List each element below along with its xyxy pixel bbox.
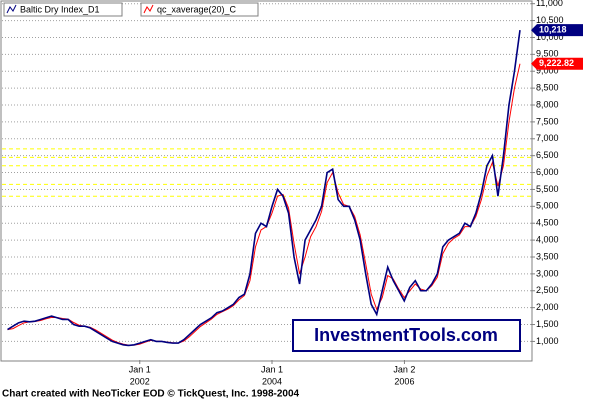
series-line	[7, 63, 521, 346]
y-tick-label: 10,000	[536, 32, 564, 42]
plot-area	[0, 0, 533, 362]
y-tick-label: 8,500	[536, 82, 559, 92]
legend-box	[140, 2, 259, 17]
x-tick-label: 2002	[130, 376, 150, 386]
y-tick-label: 10,500	[536, 15, 564, 25]
y-tick-label: 9,000	[536, 66, 559, 76]
y-tick-label: 3,500	[536, 251, 559, 261]
last-value-marker	[531, 57, 583, 70]
last-value-tag: 9,222.82	[531, 57, 583, 70]
legend-icon	[6, 4, 17, 14]
y-tick-label: 7,500	[536, 116, 559, 126]
y-tick-label: 2,000	[536, 302, 559, 312]
y-tick-label: 5,500	[536, 184, 559, 194]
y-tick-label: 1,500	[536, 319, 559, 329]
last-value-label: 10,218	[539, 24, 567, 34]
x-tick-label: Jan 1	[261, 364, 283, 374]
y-tick-label: 11,000	[536, 0, 563, 8]
y-tick-label: 6,000	[536, 167, 559, 177]
y-tick-label: 2,500	[536, 285, 559, 295]
x-tick-label: Jan 1	[129, 364, 151, 374]
legend-label: Baltic Dry Index_D1	[20, 4, 100, 14]
watermark-box	[292, 319, 521, 352]
last-value-label: 9,222.82	[539, 58, 574, 68]
legend-box	[3, 2, 123, 17]
y-tick-label: 4,500	[536, 218, 559, 228]
x-tick-label: Jan 2	[393, 364, 415, 374]
y-tick-label: 9,500	[536, 49, 559, 59]
legend-label: qc_xaverage(20)_C	[157, 4, 237, 14]
watermark: InvestmentTools.com	[314, 325, 498, 345]
y-tick-label: 5,000	[536, 201, 559, 211]
footer: Chart created with NeoTicker EOD © TickQ…	[2, 389, 300, 400]
last-value-tag: 10,218	[531, 24, 583, 37]
series-line	[7, 29, 521, 347]
y-tick-label: 8,000	[536, 99, 559, 109]
y-tick-label: 6,500	[536, 150, 559, 160]
y-tick-label: 4,000	[536, 234, 559, 244]
last-value-marker	[531, 24, 583, 37]
x-tick-label: 2006	[394, 376, 414, 386]
x-tick-label: 2004	[262, 376, 282, 386]
y-tick-label: 7,000	[536, 133, 559, 143]
y-tick-label: 3,000	[536, 268, 559, 278]
y-tick-label: 1,000	[536, 336, 559, 346]
legend-icon	[143, 4, 154, 14]
